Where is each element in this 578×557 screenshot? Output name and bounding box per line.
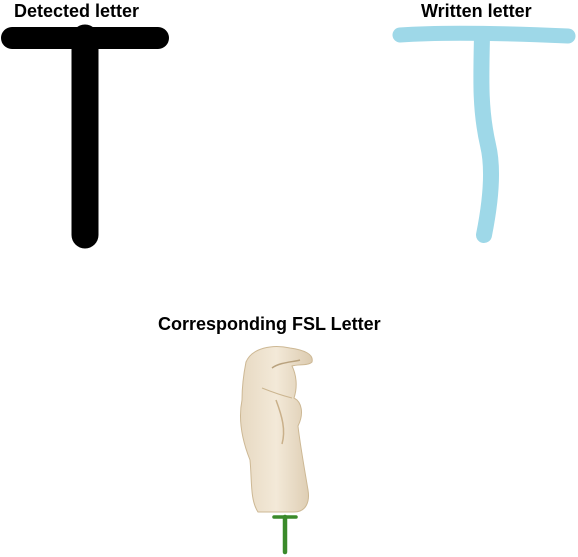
detected-letter-glyph [1,24,169,249]
hand-thumb-crease [275,399,285,445]
fsl-letter-glyph [272,514,298,555]
hand-sign-icon [239,346,313,513]
written-letter-glyph [392,25,576,243]
hand-knuckle-line [261,387,293,399]
detected-letter-title: Detected letter [14,1,140,21]
written-letter-stem [473,28,499,243]
hand-finger-fold [271,359,301,369]
written-letter-crossbar [392,25,576,44]
written-letter-title: Written letter [421,1,532,21]
fsl-letter-title: Corresponding FSL Letter [158,314,381,334]
hand-palm [239,346,313,513]
